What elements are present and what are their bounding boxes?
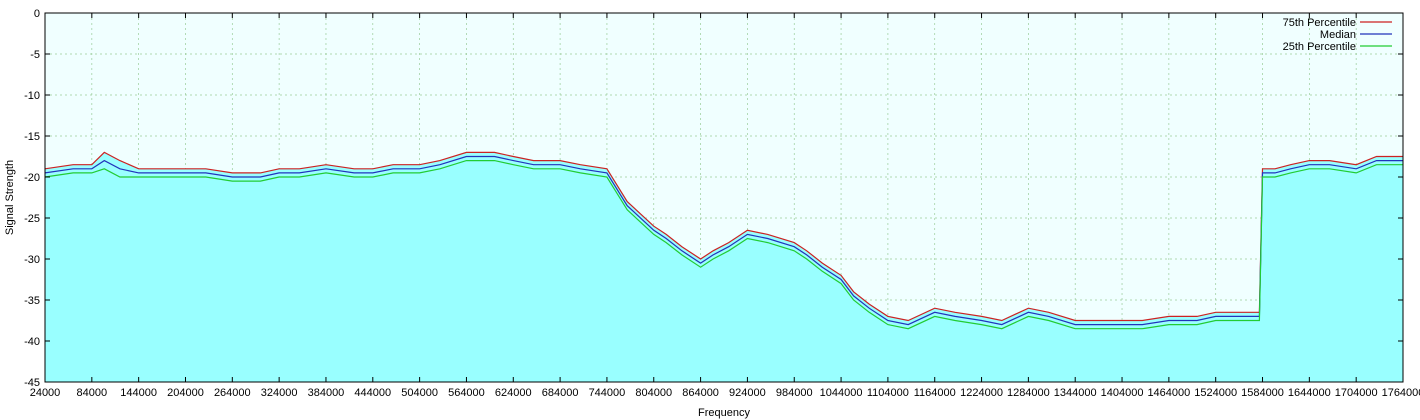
x-tick-label: 804000 (635, 387, 672, 399)
x-tick-label: 1044000 (820, 387, 863, 399)
series-line-0 (44, 151, 1403, 322)
x-tick-label: 984000 (776, 387, 813, 399)
x-tick-label: 564000 (448, 387, 485, 399)
x-tick-label: 1104000 (867, 387, 909, 399)
y-tick-label: -15 (24, 131, 40, 143)
y-tick-label: -25 (24, 213, 40, 225)
x-tick-label: 144000 (120, 387, 157, 399)
x-tick-label: 744000 (589, 387, 626, 399)
y-tick-label: -20 (24, 172, 40, 184)
y-tick-label: -5 (30, 49, 40, 61)
x-tick-label: 1404000 (1101, 387, 1144, 399)
x-tick-label: 1584000 (1241, 387, 1284, 399)
x-tick-label: 264000 (214, 387, 251, 399)
axis-ticks: 24000 84000 144000 204000 264000 324000 384000… (24, 8, 1420, 399)
x-tick-label: 624000 (495, 387, 532, 399)
legend-label: Median (1320, 29, 1356, 41)
series-lines (44, 151, 1403, 330)
y-tick-label: -45 (24, 377, 40, 389)
legend-label: 25th Percentile (1283, 41, 1356, 53)
x-tick-label: 1704000 (1335, 387, 1378, 399)
x-axis-label: Frequency (698, 407, 750, 419)
x-tick-label: 324000 (261, 387, 298, 399)
series-line-1 (44, 155, 1403, 326)
x-tick-label: 24000 (30, 387, 61, 399)
y-tick-label: 0 (34, 8, 40, 20)
x-tick-label: 444000 (354, 387, 391, 399)
x-tick-label: 84000 (77, 387, 108, 399)
y-axis-label: Signal Strength (4, 160, 16, 235)
x-tick-label: 1644000 (1288, 387, 1331, 399)
y-tick-label: -35 (24, 295, 40, 307)
series-line-2 (44, 160, 1403, 330)
x-tick-label: 1464000 (1147, 387, 1190, 399)
x-tick-label: 1524000 (1194, 387, 1237, 399)
y-tick-label: -40 (24, 336, 40, 348)
x-tick-label: 924000 (729, 387, 766, 399)
x-tick-label: 204000 (167, 387, 204, 399)
x-tick-label: 1344000 (1054, 387, 1097, 399)
x-tick-label: 1224000 (960, 387, 1003, 399)
x-tick-label: 1164000 (914, 387, 956, 399)
x-tick-label: 684000 (542, 387, 579, 399)
legend-label: 75th Percentile (1283, 17, 1356, 29)
x-tick-label: 1284000 (1007, 387, 1050, 399)
y-tick-label: -30 (24, 254, 40, 266)
x-tick-label: 864000 (682, 387, 719, 399)
x-tick-label: 384000 (308, 387, 345, 399)
plot-border (44, 12, 1404, 383)
x-tick-label: 504000 (401, 387, 438, 399)
y-tick-label: -10 (24, 90, 40, 102)
